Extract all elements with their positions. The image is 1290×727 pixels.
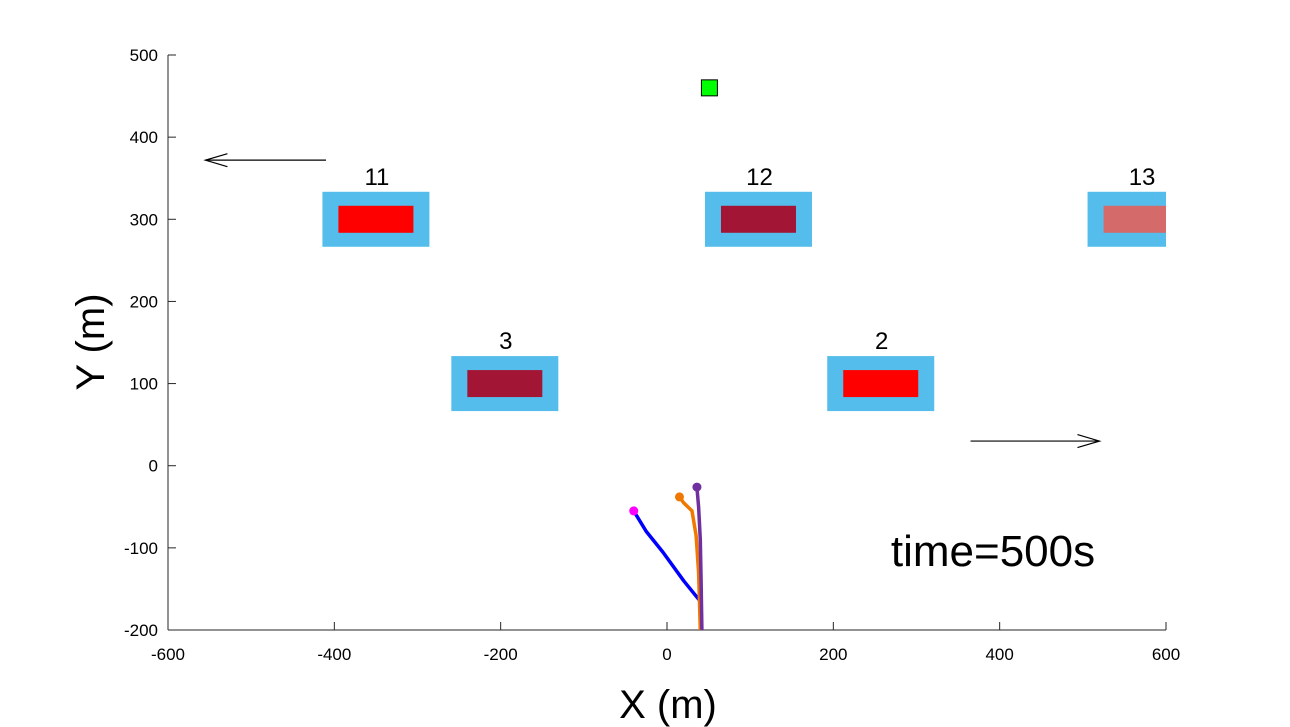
target-13 [1087,191,1166,247]
target-inner [843,370,919,398]
arrows [203,153,1102,449]
goal-marker [700,79,718,97]
target-inner [1103,205,1166,233]
target-label: 13 [1129,164,1156,191]
y-tick-label: 200 [130,292,158,311]
y-ticks: -200 -100 0 100 200 300 400 500 [124,46,176,640]
arrow-head [1077,433,1102,449]
y-axis-label: Y (m) [69,293,113,390]
y-tick-label: -200 [124,621,158,640]
target-inner [338,205,414,233]
target-label: 11 [364,164,389,191]
trajectories [629,482,704,630]
x-tick-label: -400 [317,645,351,664]
target-inner [720,205,796,233]
x-tick-label: 600 [1152,645,1180,664]
target-3 [451,356,559,412]
y-tick-label: 0 [149,457,158,476]
x-tick-label: 400 [985,645,1013,664]
x-tick-label: 200 [819,645,847,664]
trajectory-line [632,509,703,630]
target-12 [704,191,812,247]
axes: -600 -400 -200 0 200 400 600 -200 -100 0 100 200 30… [124,46,1180,664]
arrow-head [203,153,228,168]
trajectory-endpoint [674,492,684,502]
y-tick-label: -100 [124,539,158,558]
x-tick-label: 0 [662,645,671,664]
x-ticks: -600 -400 -200 0 200 400 600 [151,622,1180,664]
x-tick-label: -600 [151,645,185,664]
targets [322,191,1166,412]
y-tick-label: 500 [130,46,158,65]
target-2 [827,356,935,412]
x-axis-label: X (m) [619,683,717,727]
target-label: 3 [499,328,512,355]
trajectory-endpoint [692,482,702,492]
time-annotation: time=500s [891,527,1095,576]
goal [700,79,718,97]
x-tick-label: -200 [484,645,518,664]
y-tick-label: 400 [130,128,158,147]
trajectory-line [695,486,704,630]
y-tick-label: 100 [130,375,158,394]
target-inner [467,370,543,398]
direction-arrow [970,433,1102,449]
trajectory-endpoint [629,506,639,516]
target-label: 2 [875,328,888,355]
direction-arrow [203,153,327,168]
y-tick-label: 300 [130,210,158,229]
target-11 [322,191,430,247]
trajectory-line [678,495,703,630]
target-label: 12 [746,164,773,191]
